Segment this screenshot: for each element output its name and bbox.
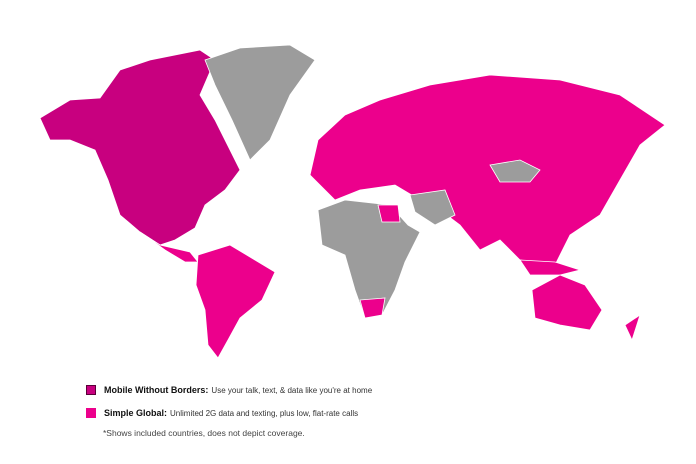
legend-swatch [86,385,96,395]
region-new-zealand [624,314,641,342]
region-north-america [39,49,241,246]
legend-simple-global: Simple Global: Unlimited 2G data and tex… [86,408,358,418]
legend-swatch [86,408,96,418]
legend-desc: Use your talk, text, & data like you're … [211,385,373,395]
legend-title: Mobile Without Borders: [104,385,209,395]
region-australia [531,274,603,331]
region-mongolia [489,159,541,183]
legend-mobile-without-borders: Mobile Without Borders: Use your talk, t… [86,385,372,395]
region-middle-east [409,189,456,226]
legend-title: Simple Global: [104,408,168,418]
region-southeast-asia [519,259,582,276]
footnote: *Shows included countries, does not depi… [103,428,305,438]
region-south-africa [359,297,386,319]
world-coverage-map [39,44,666,359]
region-egypt [377,204,401,223]
region-greenland [204,44,316,161]
region-south-america [195,244,276,359]
legend-desc: Unlimited 2G data and texting, plus low,… [170,408,359,418]
